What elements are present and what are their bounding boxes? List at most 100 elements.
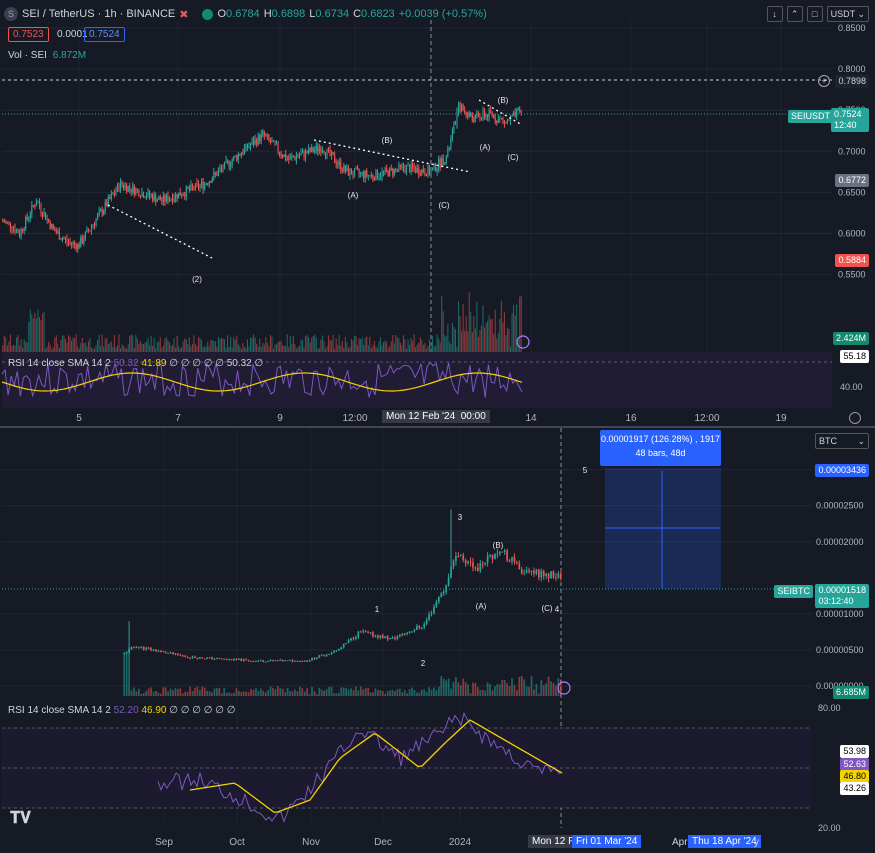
bottom-volume-bar xyxy=(286,687,289,696)
volume-bar xyxy=(246,339,249,352)
bottom-volume-bar xyxy=(189,686,191,696)
volume-bar xyxy=(422,344,424,352)
bottom-volume-bar xyxy=(377,690,379,696)
bottom-currency-select[interactable]: BTC ⌄ xyxy=(815,433,869,449)
volume-bar xyxy=(152,345,154,352)
candle-body xyxy=(132,185,134,192)
volume-bar xyxy=(421,340,423,352)
candle-body xyxy=(168,199,171,202)
bottom-candle-body xyxy=(274,660,277,662)
download-icon[interactable]: ↓ xyxy=(766,6,783,22)
bottom-candle-body xyxy=(511,557,513,562)
volume-bar xyxy=(387,348,389,352)
candle-body xyxy=(358,169,360,174)
volume-bar xyxy=(83,343,85,352)
volume-bar xyxy=(173,338,175,352)
candle-body xyxy=(201,181,203,186)
bottom-volume-bar xyxy=(525,686,528,696)
crosshair-price-tag: 0.7898 xyxy=(835,75,869,88)
volume-bar xyxy=(141,343,143,352)
tradingview-logo[interactable]: 𝐓𝐕 xyxy=(10,808,31,827)
bottom-volume-bar xyxy=(530,675,533,696)
volume-bar xyxy=(303,347,305,352)
bottom-candle-body xyxy=(191,656,194,659)
candle-body xyxy=(37,202,39,204)
last-price: 0.7524 xyxy=(834,109,862,119)
candle-body xyxy=(17,230,19,234)
volume-bar xyxy=(80,343,82,352)
close-icon[interactable]: ✖ xyxy=(179,8,189,21)
candle-body xyxy=(398,164,400,170)
candle-body xyxy=(306,150,308,154)
volume-bar xyxy=(398,338,400,352)
candle-body xyxy=(407,165,409,167)
bottom-candle-body xyxy=(145,647,148,650)
wave-label-b1: (B) xyxy=(382,136,393,145)
volume-bar xyxy=(2,345,4,352)
volume-bar xyxy=(51,348,53,352)
candle-body xyxy=(441,158,443,168)
bottom-volume-bar xyxy=(374,688,377,696)
bottom-volume-bar xyxy=(398,688,401,696)
candle-body xyxy=(136,188,138,190)
candle-body xyxy=(3,221,5,223)
volume-bar xyxy=(335,338,337,352)
sell-price-button[interactable]: 0.7523 xyxy=(8,27,49,42)
volume-bar xyxy=(283,345,285,352)
volume-bar xyxy=(358,338,360,352)
volume-bar xyxy=(272,348,275,352)
buy-price-button[interactable]: 0.7524 xyxy=(84,27,125,42)
bottom-volume-bar xyxy=(333,693,335,696)
bottom-volume-bar xyxy=(372,692,374,696)
chevron-up-icon[interactable]: ⌃ xyxy=(786,6,803,22)
bottom-candle-body xyxy=(194,656,196,658)
volume-bar xyxy=(29,309,31,352)
bottom-candle-body xyxy=(518,563,521,570)
settings-gear-icon[interactable] xyxy=(849,412,861,424)
candle-body xyxy=(331,152,333,156)
volume-bar xyxy=(499,318,501,352)
volume-bar xyxy=(185,339,187,352)
apr-tick: Apr xyxy=(672,837,688,848)
bottom-volume-bar xyxy=(474,682,477,696)
candle-body xyxy=(309,148,311,152)
volume-bar xyxy=(343,347,345,352)
volume-bar xyxy=(378,341,380,352)
candle-body xyxy=(135,188,137,195)
ohlc-o-label: O xyxy=(217,8,227,20)
volume-bar xyxy=(332,334,334,352)
bottom-candle-body xyxy=(311,657,313,661)
add-alert-icon[interactable]: + xyxy=(818,75,830,87)
volume-bar xyxy=(64,338,67,352)
top-chart-pane[interactable]: 0.85000.80000.75000.70000.65000.60000.55… xyxy=(0,0,875,428)
volume-bar xyxy=(89,337,91,352)
bottom-candle-body xyxy=(277,660,279,662)
volume-bar xyxy=(210,340,212,352)
bottom-volume-bar xyxy=(303,691,306,696)
symbol-title[interactable]: SEI / TetherUS · 1h · BINANCE xyxy=(22,8,176,20)
volume-bar xyxy=(392,335,394,352)
volume-bar xyxy=(384,340,386,352)
bottom-candle-body xyxy=(140,646,143,648)
currency-select[interactable]: USDT ⌄ xyxy=(826,6,869,22)
volume-bar xyxy=(72,337,74,352)
bottom-volume-bar xyxy=(352,690,355,696)
volume-bar xyxy=(490,319,492,352)
candle-body xyxy=(390,167,392,169)
candle-body xyxy=(297,156,299,158)
volume-bar xyxy=(401,345,403,352)
bottom-candle-body xyxy=(457,555,460,557)
mid-price: 0.6772 xyxy=(838,175,866,185)
candle-body xyxy=(352,174,354,176)
volume-bar xyxy=(457,301,460,352)
volume-bar xyxy=(474,328,476,352)
candle-body xyxy=(508,120,510,122)
candle-body xyxy=(48,218,50,222)
fullscreen-icon[interactable]: □ xyxy=(806,6,823,22)
bottom-chart-pane[interactable]: 0.000030000.000025000.000020000.00001000… xyxy=(0,428,875,853)
bottom-volume-bar xyxy=(545,683,548,696)
rsi-tag-4-value: 43.26 xyxy=(843,783,866,793)
crosshair-date: Mon 12 Feb '24 xyxy=(386,411,456,422)
bottom-volume-bar xyxy=(328,686,330,696)
mid-price-tag: 0.6772 xyxy=(835,174,869,187)
